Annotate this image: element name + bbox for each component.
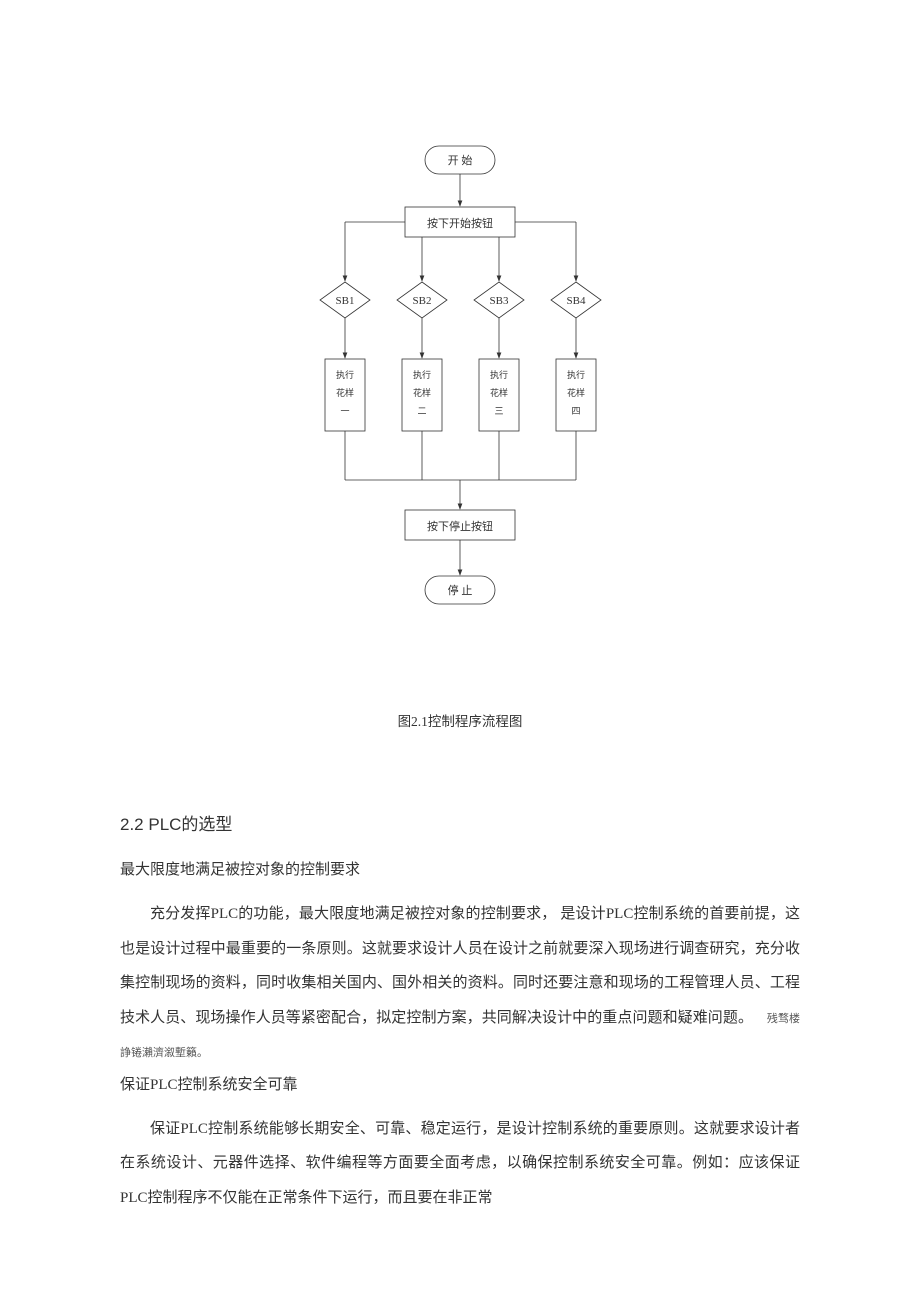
flow-label-act1-l1: 执行: [336, 369, 354, 380]
flowchart-container: 开 始 按下开始按钮 SB1: [120, 100, 800, 670]
flow-node-sb3: SB3: [474, 282, 524, 318]
flow-node-sb4: SB4: [551, 282, 601, 318]
flow-node-stop: 停 止: [425, 576, 495, 604]
flowchart-svg: 开 始 按下开始按钮 SB1: [290, 100, 630, 670]
flow-node-press-start: 按下开始按钮: [405, 207, 515, 237]
flow-label-act4-l1: 执行: [567, 369, 585, 380]
flow-label-act2-l3: 二: [417, 406, 426, 416]
flow-node-sb1: SB1: [320, 282, 370, 318]
flow-node-start: 开 始: [425, 146, 495, 174]
flow-label-act4-l2: 花样: [567, 387, 585, 398]
flow-node-sb2: SB2: [397, 282, 447, 318]
flow-node-act2: 执行 花样 二: [402, 359, 442, 431]
subheading-2: 保证PLC控制系统安全可靠: [120, 1070, 800, 1100]
flow-label-act1-l2: 花样: [336, 387, 354, 398]
flow-label-stop: 停 止: [448, 583, 473, 597]
flow-node-press-stop: 按下停止按钮: [405, 510, 515, 540]
flow-node-act1: 执行 花样 一: [325, 359, 365, 431]
flow-label-act2-l1: 执行: [413, 369, 431, 380]
flow-label-act4-l3: 四: [571, 406, 580, 416]
flow-label-sb1: SB1: [336, 295, 355, 307]
paragraph-2: 保证PLC控制系统能够长期安全、可靠、稳定运行，是设计控制系统的重要原则。这就要…: [120, 1112, 800, 1216]
flow-label-act2-l2: 花样: [413, 387, 431, 398]
paragraph-1-text: 充分发挥PLC的功能，最大限度地满足被控对象的控制要求， 是设计PLC控制系统的…: [120, 906, 800, 1026]
subheading-1: 最大限度地满足被控对象的控制要求: [120, 855, 800, 885]
page-content: 开 始 按下开始按钮 SB1: [0, 0, 920, 1295]
flow-label-press-start: 按下开始按钮: [427, 216, 493, 230]
figure-caption: 图2.1控制程序流程图: [120, 710, 800, 730]
flow-label-act3-l3: 三: [494, 406, 503, 416]
flow-label-press-stop: 按下停止按钮: [427, 519, 493, 533]
flow-label-act1-l3: 一: [340, 406, 349, 416]
flow-label-act3-l1: 执行: [490, 369, 508, 380]
paragraph-1: 充分发挥PLC的功能，最大限度地满足被控对象的控制要求， 是设计PLC控制系统的…: [120, 897, 800, 1070]
flow-label-sb2: SB2: [413, 295, 432, 307]
flow-node-act4: 执行 花样 四: [556, 359, 596, 431]
flow-label-start: 开 始: [448, 153, 473, 167]
flow-node-act3: 执行 花样 三: [479, 359, 519, 431]
flow-label-sb4: SB4: [567, 295, 586, 307]
section-heading: 2.2 PLC的选型: [120, 810, 800, 835]
flow-label-sb3: SB3: [490, 295, 509, 307]
flow-label-act3-l2: 花样: [490, 387, 508, 398]
